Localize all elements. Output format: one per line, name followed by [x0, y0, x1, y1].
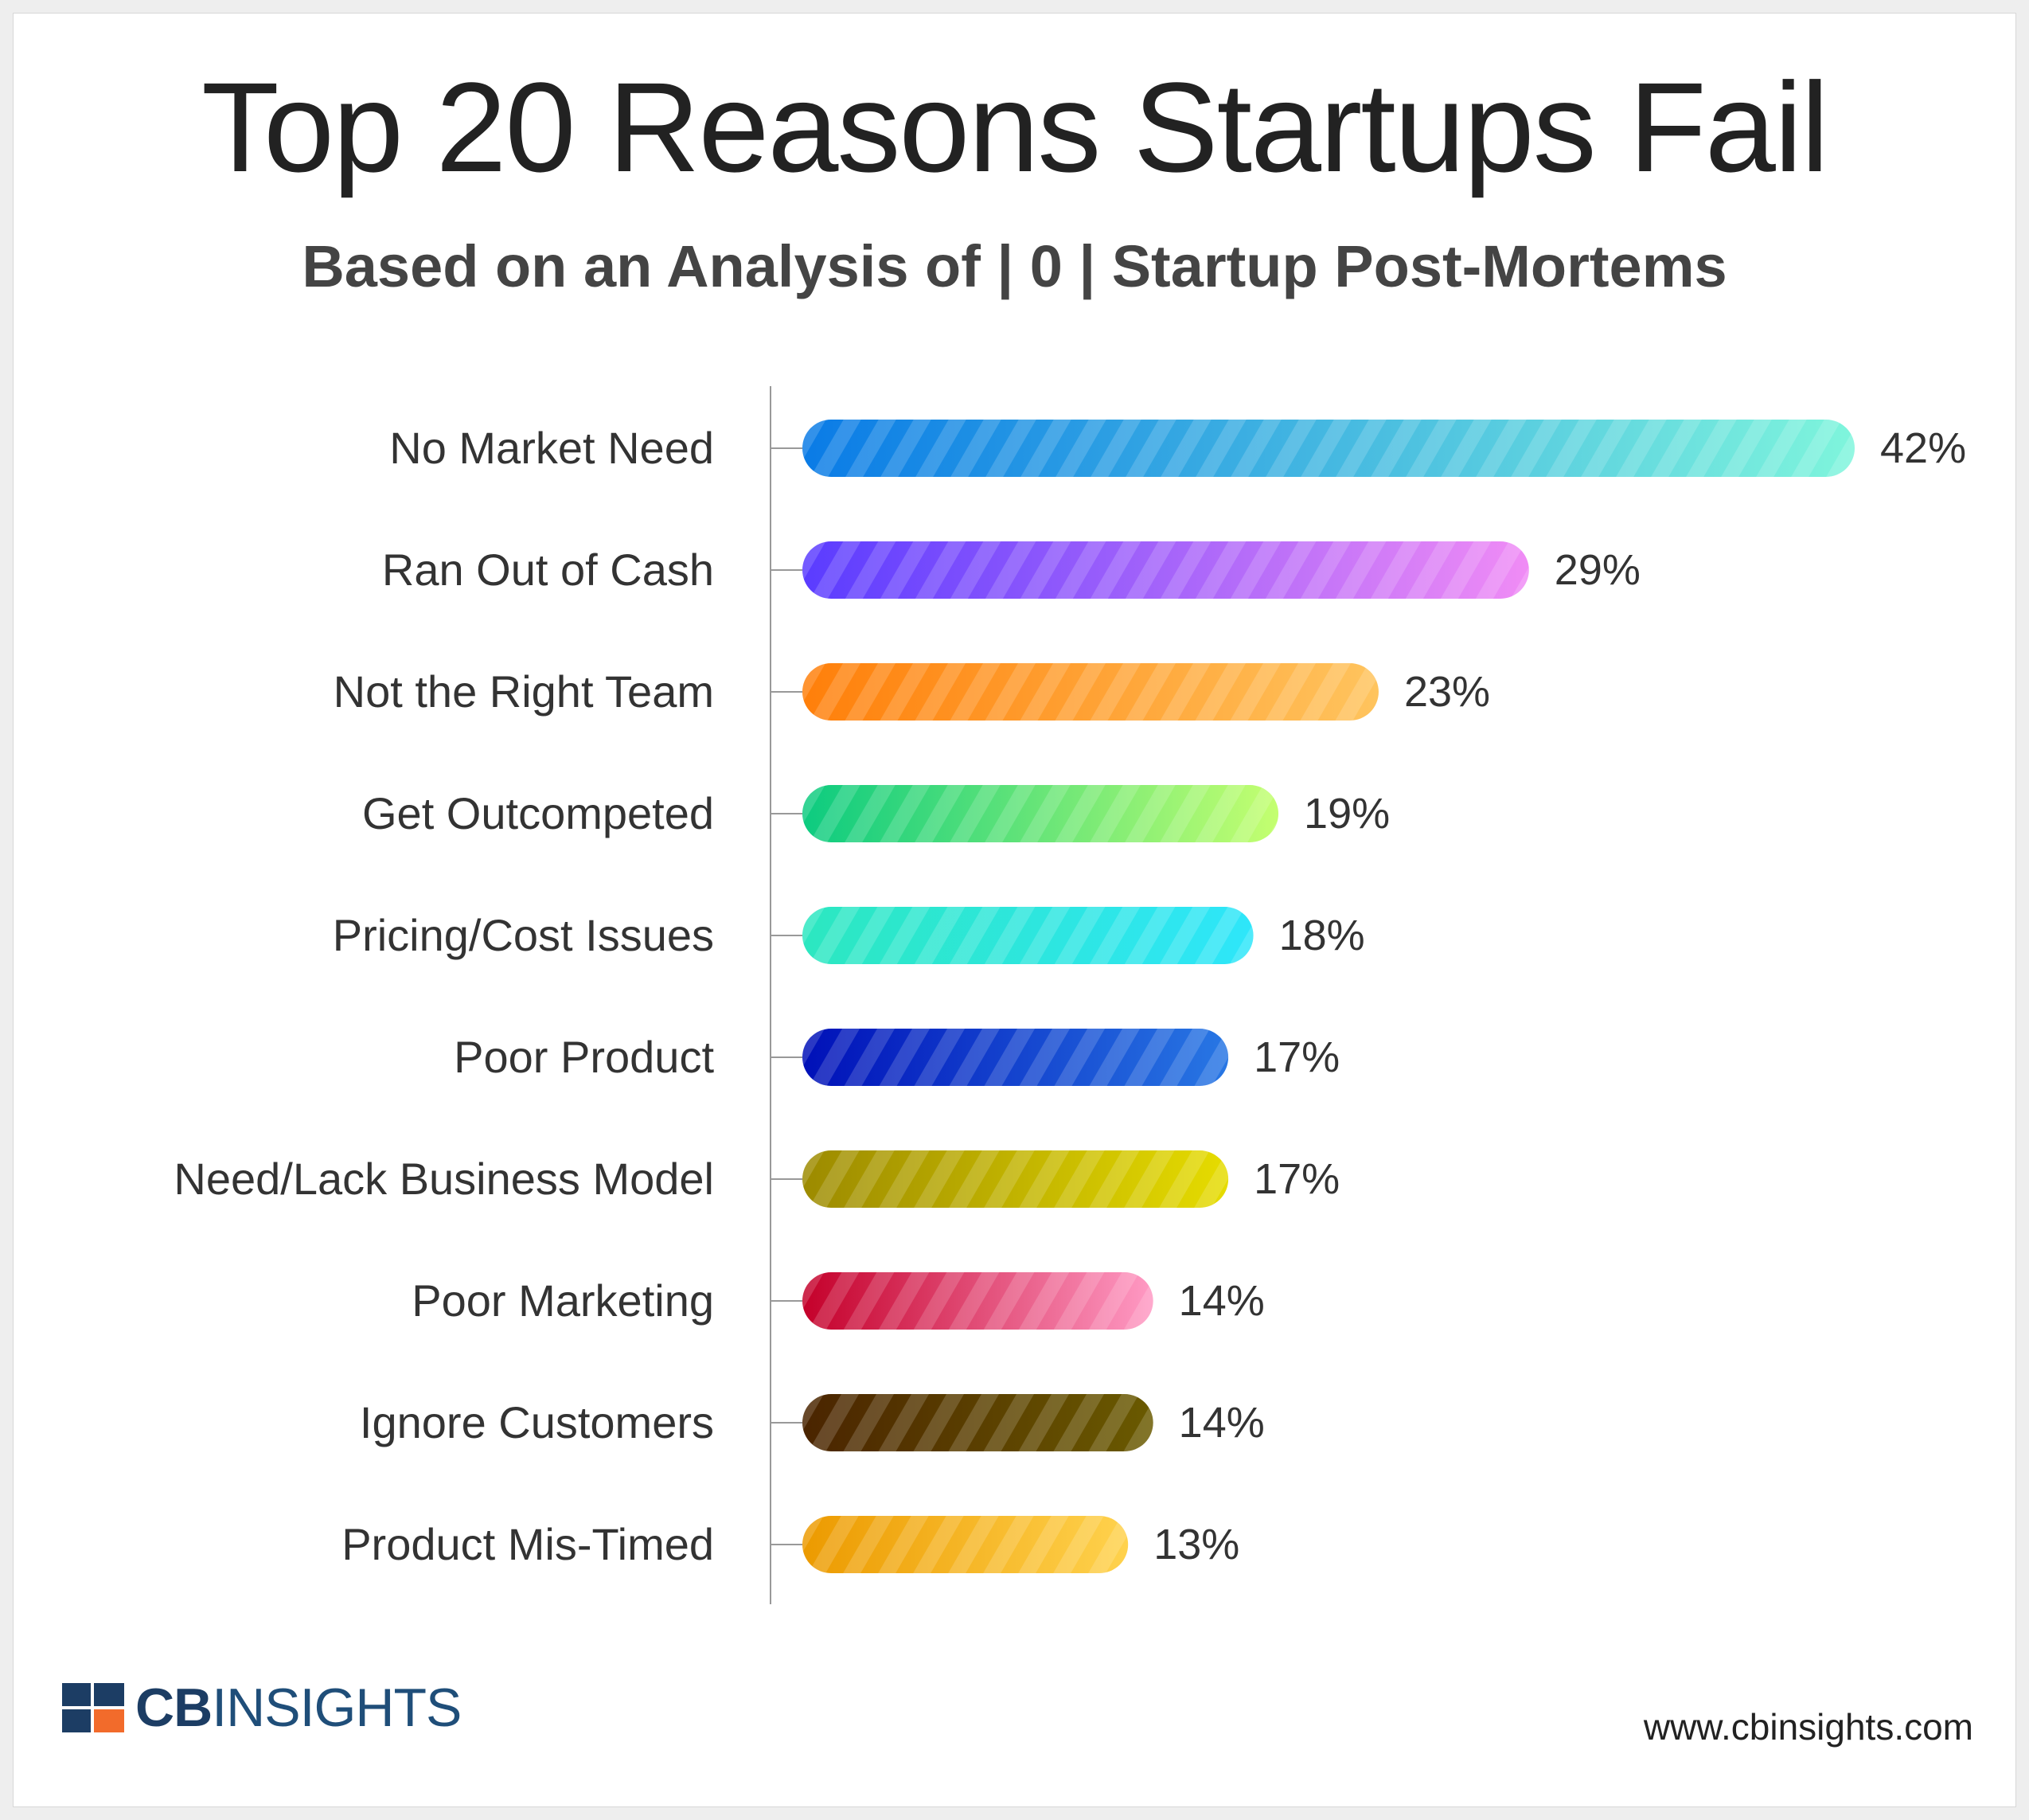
bar-stripes: [802, 1150, 1229, 1208]
bar-stripes: [802, 1029, 1229, 1086]
bar-stripes: [802, 541, 1529, 599]
bar-stripes: [802, 1272, 1153, 1330]
category-label: Pricing/Cost Issues: [333, 910, 714, 960]
category-label: Not the Right Team: [334, 666, 714, 717]
value-label: 13%: [1153, 1521, 1239, 1568]
value-label: 42%: [1880, 424, 1966, 472]
chart-subtitle: Based on an Analysis of | 0 | Startup Po…: [302, 233, 1727, 299]
bar-stripes: [802, 1516, 1129, 1573]
value-label: 19%: [1304, 790, 1390, 838]
category-label: Poor Product: [454, 1032, 714, 1082]
category-label: Product Mis-Timed: [341, 1519, 714, 1569]
category-label: Need/Lack Business Model: [174, 1154, 714, 1204]
category-label: Get Outcompeted: [362, 788, 714, 838]
cb-insights-logo: CBINSIGHTS: [62, 1677, 462, 1738]
bar-stripes: [802, 663, 1379, 721]
category-label: Poor Marketing: [412, 1275, 714, 1326]
value-label: 18%: [1279, 912, 1365, 959]
bar-stripes: [802, 1394, 1153, 1451]
value-label: 23%: [1404, 668, 1490, 716]
value-label: 14%: [1179, 1277, 1265, 1325]
bar-stripes: [802, 420, 1855, 477]
bars-layer: No Market Need 42% Ran Out of Cash 29% Not t…: [174, 386, 1966, 1604]
value-label: 17%: [1254, 1155, 1340, 1203]
category-label: Ran Out of Cash: [382, 545, 714, 595]
value-label: 14%: [1179, 1399, 1265, 1447]
bar-stripes: [802, 907, 1254, 964]
category-label: No Market Need: [389, 423, 714, 473]
value-label: 17%: [1254, 1033, 1340, 1081]
chart-title: Top 20 Reasons Startups Fail: [201, 56, 1829, 198]
value-label: 29%: [1555, 546, 1641, 594]
category-label: Ignore Customers: [360, 1397, 714, 1447]
bar-stripes: [802, 785, 1279, 842]
cb-insights-wordmark: CBINSIGHTS: [135, 1677, 462, 1738]
source-url: www.cbinsights.com: [1643, 1706, 1973, 1748]
cb-insights-logo-mark-icon: [62, 1683, 124, 1732]
